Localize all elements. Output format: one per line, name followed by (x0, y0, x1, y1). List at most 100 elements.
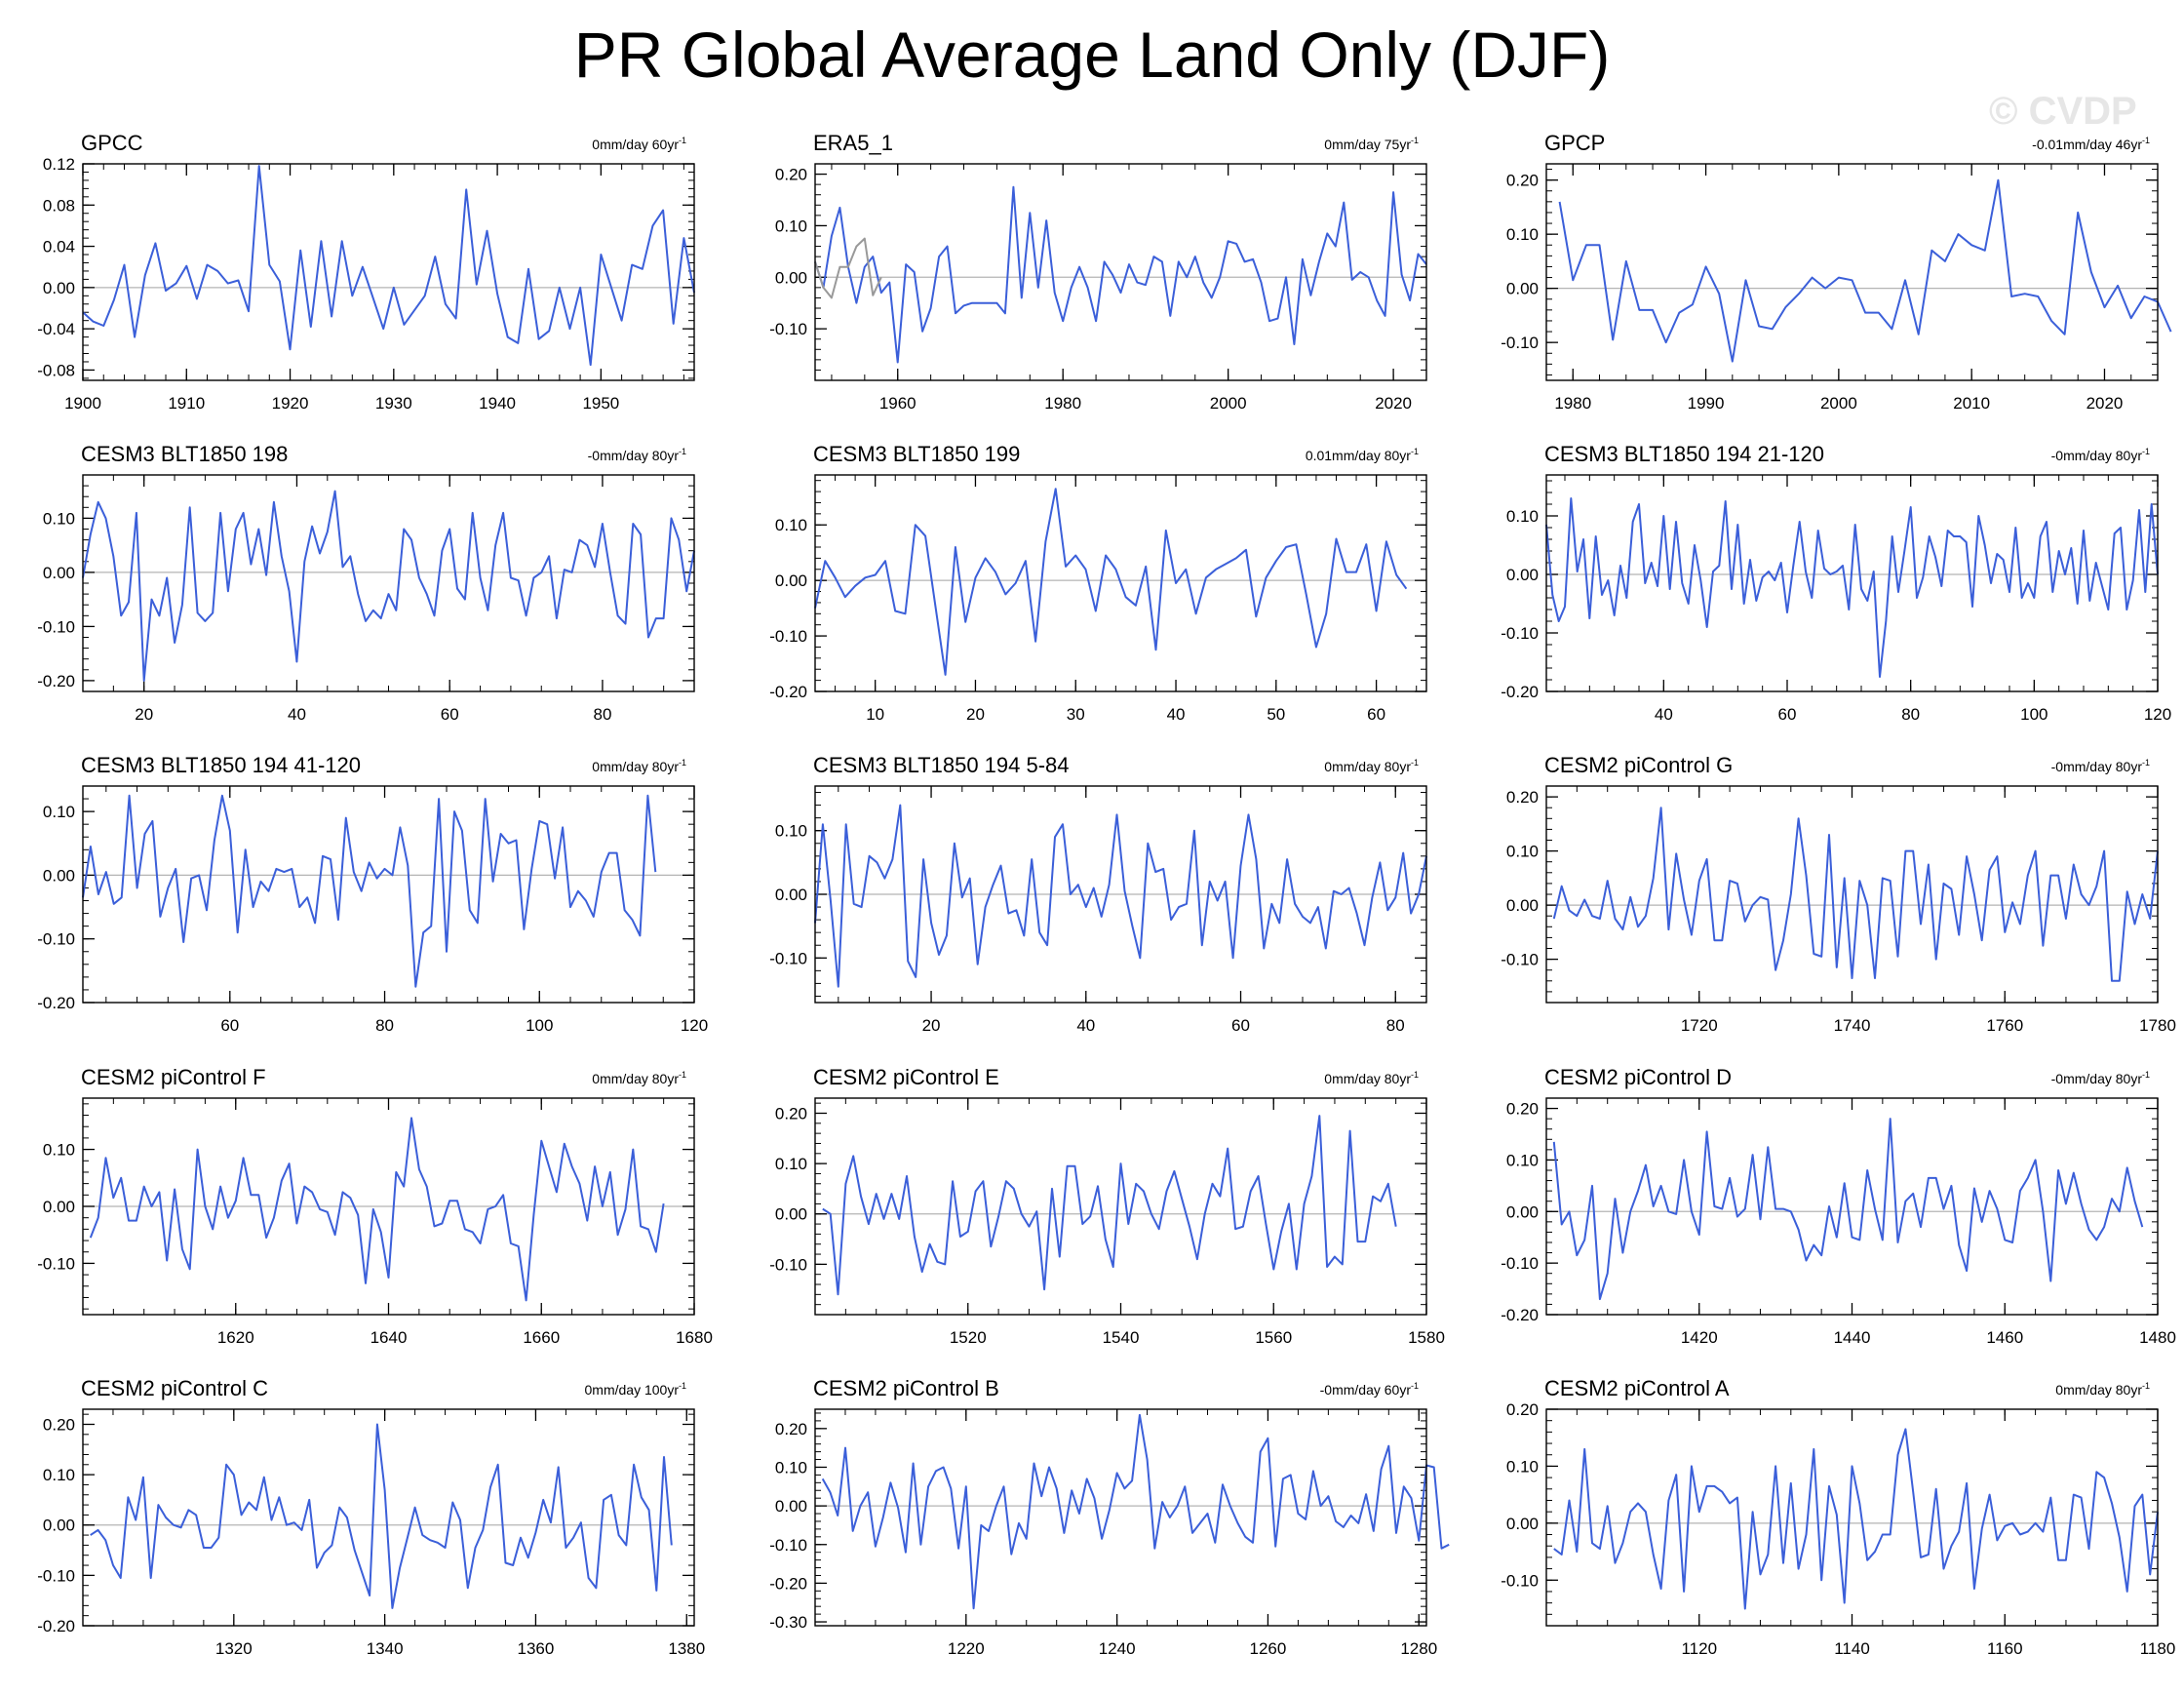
x-tick-label: 2020 (2086, 394, 2124, 413)
panel-trend-label: 0mm/day 80yr-1 (1324, 758, 1419, 774)
panel-9: CESM2 piControl F 0mm/day 80yr-1 -0.10 0.00… (37, 1065, 713, 1347)
y-tick-label: -0.10 (1501, 624, 1539, 643)
series-line (1552, 1118, 2144, 1301)
y-tick-label: 0.10 (1506, 1151, 1539, 1169)
x-tick-label: 1980 (1044, 394, 1081, 413)
y-tick-label: 0.20 (1506, 1100, 1539, 1119)
x-tick-label: 2000 (1820, 394, 1857, 413)
x-tick-label: 1680 (676, 1328, 713, 1347)
x-tick-label: 1180 (2140, 1639, 2176, 1658)
y-tick-label: -0.10 (1501, 334, 1539, 352)
panel-title: CESM2 piControl C (81, 1376, 268, 1400)
y-tick-label: -0.10 (37, 617, 75, 636)
y-tick-label: -0.10 (37, 1566, 75, 1585)
panel-title: ERA5_1 (813, 131, 893, 155)
panel-title: CESM2 piControl E (813, 1065, 999, 1089)
x-tick-label: 1760 (1986, 1016, 2023, 1035)
plot-frame (1545, 1097, 2159, 1316)
x-tick-label: 1950 (582, 394, 619, 413)
y-tick-label: -0.20 (769, 1574, 807, 1593)
x-tick-label: 100 (526, 1016, 553, 1035)
y-tick-label: 0.10 (1506, 507, 1539, 526)
y-tick-label: 0.00 (1506, 896, 1539, 915)
panel-title: CESM3 BLT1850 198 (81, 442, 288, 466)
x-tick-label: 40 (1167, 705, 1186, 724)
x-tick-label: 1540 (1103, 1328, 1140, 1347)
x-tick-label: 1920 (272, 394, 309, 413)
x-tick-label: 1440 (1834, 1328, 1871, 1347)
y-tick-label: 0.00 (775, 268, 807, 287)
y-tick-label: -0.10 (1501, 1254, 1539, 1273)
series-line (1558, 178, 2172, 363)
x-tick-label: 80 (593, 705, 611, 724)
panel-13: CESM2 piControl B -0mm/day 60yr-1 -0.30 -0.… (769, 1376, 1450, 1658)
series-line (82, 490, 695, 682)
x-tick-label: 1240 (1099, 1639, 1136, 1658)
panel-trend-label: 0mm/day 80yr-1 (592, 758, 686, 774)
panel-3: CESM3 BLT1850 198 -0mm/day 80yr-1 -0.20 -0.… (37, 442, 695, 724)
x-tick-label: 1620 (217, 1328, 254, 1347)
series-line (1553, 1428, 2159, 1610)
overlay-series-line (814, 237, 882, 299)
y-tick-label: -0.20 (37, 1617, 75, 1635)
series-line (814, 488, 1408, 676)
y-tick-label: 0.12 (43, 155, 75, 174)
series-line (89, 1117, 665, 1302)
panel-trend-label: -0mm/day 80yr-1 (2051, 447, 2150, 463)
panel-trend-label: -0mm/day 60yr-1 (1320, 1381, 1419, 1398)
series-line (1545, 497, 2159, 678)
plot-frame (82, 163, 695, 381)
y-tick-label: 0.10 (775, 1458, 807, 1477)
x-tick-label: 60 (1231, 1016, 1250, 1035)
panel-4: CESM3 BLT1850 199 0.01mm/day 80yr-1 -0.20 -… (769, 442, 1427, 724)
x-tick-label: 1140 (1834, 1639, 1870, 1658)
y-tick-label: 0.00 (775, 1497, 807, 1516)
y-tick-label: 0.10 (775, 822, 807, 841)
y-tick-label: 0.10 (1506, 225, 1539, 244)
plot-frame (814, 1097, 1427, 1316)
panel-6: CESM3 BLT1850 194 41-120 0mm/day 80yr-1 -0… (37, 753, 708, 1035)
y-tick-label: 0.10 (1506, 843, 1539, 861)
x-tick-label: 1940 (479, 394, 516, 413)
x-tick-label: 1640 (370, 1328, 408, 1347)
x-tick-label: 120 (2144, 705, 2171, 724)
panel-title: CESM3 BLT1850 194 41-120 (81, 753, 361, 777)
x-tick-label: 1340 (367, 1639, 404, 1658)
y-tick-label: 0.20 (43, 1415, 75, 1434)
y-tick-label: 0.00 (1506, 1515, 1539, 1533)
y-tick-label: 0.10 (775, 1155, 807, 1173)
x-tick-label: 80 (375, 1016, 394, 1035)
panel-11: CESM2 piControl D -0mm/day 80yr-1 -0.20 -0.… (1501, 1065, 2176, 1347)
x-tick-label: 20 (922, 1016, 941, 1035)
y-tick-label: 0.10 (43, 509, 75, 528)
y-tick-label: -0.10 (769, 627, 807, 646)
x-tick-label: 1460 (1986, 1328, 2023, 1347)
y-tick-label: 0.00 (1506, 280, 1539, 298)
series-line (821, 1413, 1450, 1610)
panel-title: CESM2 piControl G (1544, 753, 1733, 777)
x-tick-label: 2000 (1210, 394, 1247, 413)
x-tick-label: 120 (681, 1016, 708, 1035)
x-tick-label: 1580 (1408, 1328, 1445, 1347)
x-tick-label: 1780 (2139, 1016, 2176, 1035)
x-tick-label: 30 (1067, 705, 1085, 724)
y-tick-label: -0.10 (37, 1254, 75, 1273)
x-tick-label: 1520 (950, 1328, 987, 1347)
y-tick-label: -0.08 (37, 361, 75, 379)
panel-8: CESM2 piControl G -0mm/day 80yr-1 -0.10 0.0… (1501, 753, 2176, 1035)
y-tick-label: -0.20 (1501, 1306, 1539, 1324)
y-tick-label: 0.20 (775, 166, 807, 184)
y-tick-label: 0.10 (775, 217, 807, 235)
series-line (1552, 807, 2159, 982)
x-tick-label: 1360 (518, 1639, 555, 1658)
x-tick-label: 1660 (523, 1328, 560, 1347)
y-tick-label: 0.00 (43, 1517, 75, 1535)
series-line (90, 1423, 673, 1609)
x-tick-label: 2010 (1953, 394, 1990, 413)
y-tick-label: -0.20 (37, 672, 75, 690)
y-tick-label: 0.00 (775, 571, 807, 590)
y-tick-label: 0.04 (43, 238, 75, 256)
watermark: © CVDP (1989, 90, 2137, 133)
plot-frame (82, 1097, 695, 1316)
x-tick-label: 20 (966, 705, 985, 724)
